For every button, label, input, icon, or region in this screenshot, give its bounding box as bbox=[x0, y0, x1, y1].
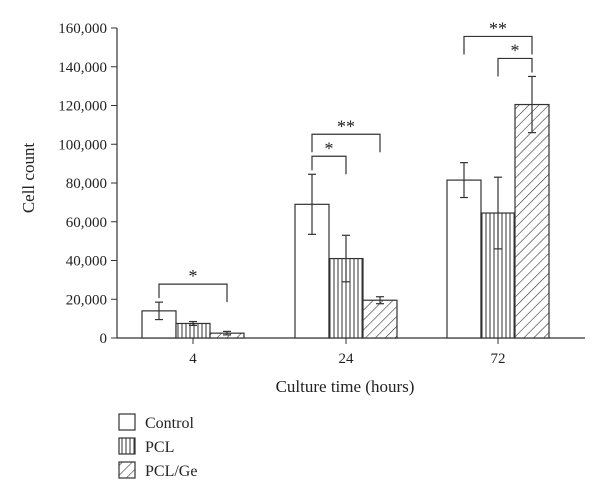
y-tick-label: 100,000 bbox=[58, 137, 107, 153]
legend-label: PCL/Ge bbox=[145, 463, 197, 480]
legend-swatch bbox=[118, 437, 136, 455]
y-tick-label: 40,000 bbox=[66, 254, 107, 270]
legend: Control PCL PCL/Ge bbox=[118, 413, 197, 480]
legend-swatch bbox=[118, 413, 136, 431]
significance-bracket bbox=[497, 57, 533, 77]
significance-bracket bbox=[158, 283, 228, 303]
significance-label: ** bbox=[489, 18, 507, 38]
y-tick-label: 160,000 bbox=[58, 21, 107, 37]
y-tick-label: 60,000 bbox=[66, 215, 107, 231]
y-tick-label: 20,000 bbox=[66, 292, 107, 308]
significance-label: ** bbox=[337, 116, 355, 136]
significance-bracket bbox=[463, 35, 533, 55]
legend-label: Control bbox=[145, 415, 194, 432]
plot-area: 0 20,000 40,000 60,000 80,000 100,000 120,000 1… bbox=[58, 18, 585, 367]
bar bbox=[362, 299, 398, 339]
x-axis-title: Culture time (hours) bbox=[276, 377, 415, 396]
significance-label: * bbox=[511, 40, 520, 60]
x-tick-label: 4 bbox=[189, 351, 197, 367]
x-tick-label: 72 bbox=[491, 351, 506, 367]
significance-bracket bbox=[311, 133, 381, 153]
bar bbox=[446, 179, 482, 339]
legend-swatch bbox=[118, 461, 136, 479]
significance-bracket bbox=[311, 155, 347, 175]
bar bbox=[514, 103, 550, 339]
significance-label: * bbox=[325, 138, 334, 158]
y-tick-label: 140,000 bbox=[58, 60, 107, 76]
significance-label: * bbox=[189, 266, 198, 286]
y-tick-label: 0 bbox=[100, 331, 108, 347]
y-tick-label: 120,000 bbox=[58, 99, 107, 115]
y-tick-label: 80,000 bbox=[66, 176, 107, 192]
x-tick-label: 24 bbox=[339, 351, 355, 367]
legend-label: PCL bbox=[145, 439, 174, 456]
y-axis-title: Cell count bbox=[19, 143, 38, 214]
